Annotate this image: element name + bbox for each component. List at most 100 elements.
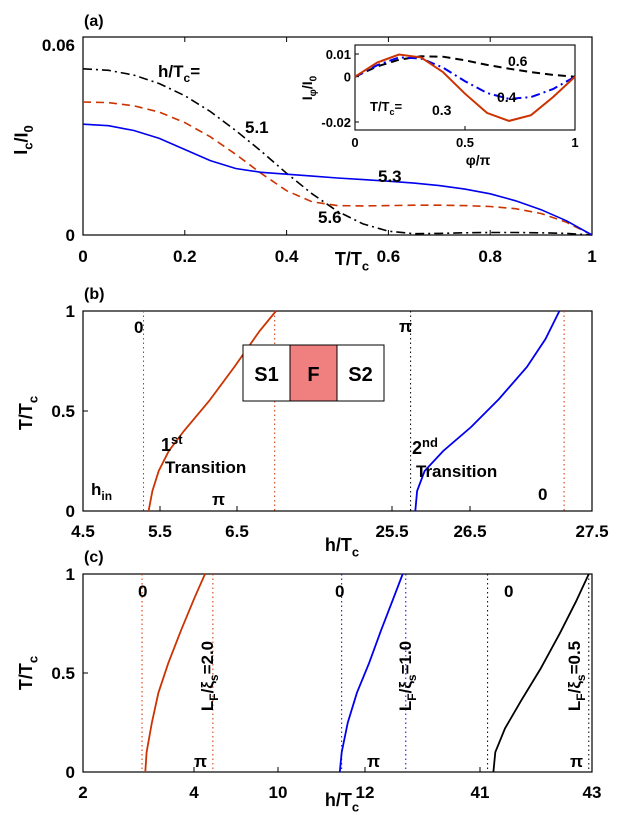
panel-b-label-part: (b) <box>84 286 104 303</box>
inset-ytick-label: 0.01 <box>326 47 351 62</box>
inset-xtick-label: 0.5 <box>456 135 474 150</box>
panel-c-ylabel: T/Tc <box>16 656 40 690</box>
panel-b-ylabel-part: T/T <box>16 403 36 430</box>
panel-c-xlabel: h/Tc <box>325 790 359 814</box>
panel-c-xtick-label-part: 4 <box>189 783 199 802</box>
panel-c-lf-label-part: s <box>405 674 419 681</box>
panel-a-series-label: 5.1 <box>245 118 269 137</box>
panel-a-series-label-part: 5.1 <box>245 118 269 137</box>
junction-box-label-part: F <box>307 364 319 386</box>
inset-ytick-label: -0.02 <box>321 115 351 130</box>
panel-b-ytick-label-part: 0.5 <box>51 402 75 421</box>
panel-c-series-0 <box>144 573 206 773</box>
panel-c-pi-label: π <box>570 752 583 771</box>
panel-a-xtick-label: 0.8 <box>478 247 502 266</box>
inset-xtick-label: 0 <box>351 135 358 150</box>
panel-c-lf-label-part: F <box>574 693 588 700</box>
panel-c-lf-label-part: /ξ <box>565 681 584 694</box>
panel-a-ytick-label-part: 0 <box>66 226 75 245</box>
panel-b-xtick-label-part: 26.5 <box>453 522 486 541</box>
panel-c-ytick-label-part: 0 <box>66 763 75 782</box>
panel-b-ylabel: T/Tc <box>16 396 40 430</box>
panel-c-zero-label-part: 0 <box>138 582 147 601</box>
inset-ytick-label-part: 0 <box>344 70 351 85</box>
panel-b-xlabel: h/Tc <box>325 535 359 559</box>
panel-a-ylabel-part: /I <box>11 132 31 142</box>
panel-b-xtick-label-part: 25.5 <box>375 522 408 541</box>
panel-c-lf-label-part: L <box>396 701 415 711</box>
panel-a-xtick-label: 0 <box>78 247 87 266</box>
panel-c-xtick-label-part: 2 <box>78 783 87 802</box>
panel-a-ylabel-part: c <box>20 143 35 150</box>
inset-xtick-label-part: 0 <box>351 135 358 150</box>
panel-a-series-label-part: 5.6 <box>318 208 342 227</box>
panel-a-xlabel-part: T/T <box>335 249 362 269</box>
inset-series-label-part: 0.3 <box>432 102 452 118</box>
panel-b-xtick-label: 25.5 <box>375 522 408 541</box>
panel-c-label-part: (c) <box>84 549 104 566</box>
panel-c-xtick-label: 2 <box>78 783 87 802</box>
panel-b-zero-label-part: 0 <box>134 318 143 337</box>
inset-series-label-part: 0.6 <box>508 53 528 69</box>
junction-box-s1 <box>242 344 291 402</box>
panel-a-ylabel-part: 0 <box>21 125 36 132</box>
panel-a-legend-title-part: = <box>190 62 200 81</box>
panel-c-ytick-label: 1 <box>66 565 75 584</box>
inset-xtick-label: 1 <box>571 135 578 150</box>
inset-series-label-part: 0.4 <box>497 89 517 105</box>
panel-c-zero-label: 0 <box>504 582 513 601</box>
panel-c-ytick-label-part: 0.5 <box>51 664 75 683</box>
junction-box-label-part: S2 <box>348 364 372 386</box>
panel-a-xtick-label: 0.6 <box>377 247 401 266</box>
panel-b-first-transition-part: Transition <box>165 458 246 477</box>
panel-c-xtick-label: 43 <box>583 783 602 802</box>
junction-box-label: S1 <box>254 364 278 386</box>
panel-c-lf-label-part: L <box>565 701 584 711</box>
inset-ylabel: Iφ/I0 <box>299 75 319 100</box>
panel-b-pi-label-part: π <box>212 490 225 509</box>
panel-c-ylabel-part: T/T <box>16 663 36 690</box>
inset-legend-title-part: T/T <box>370 99 390 114</box>
panel-c-pi-label: π <box>367 752 380 771</box>
panel-c-frame <box>82 573 593 773</box>
panel-a-xtick-label: 0.4 <box>275 247 299 266</box>
panel-c-ytick-label-part: 1 <box>66 565 75 584</box>
panel-a-xtick-label-part: 0 <box>78 247 87 266</box>
panel-b-ytick-label: 1 <box>66 302 75 321</box>
panel-c-zero-label-part: 0 <box>335 582 344 601</box>
inset-legend-title: T/Tc= <box>370 99 403 117</box>
panel-c-lf-label-part: F <box>207 693 221 700</box>
panel-a-series-1 <box>82 101 593 236</box>
panel-a-series-0 <box>82 68 593 236</box>
panel-b-pi-label-part: π <box>399 317 412 336</box>
inset-ylabel-part: /I <box>299 81 315 89</box>
panel-a-ytick-label-part: 0.06 <box>42 36 75 55</box>
panel-b-ytick-label-part: 0 <box>66 502 75 521</box>
panel-c-pi-label-part: π <box>570 752 583 771</box>
panel-b-xtick-label-part: 4.5 <box>71 522 95 541</box>
inset-legend-title-part: c <box>390 107 395 117</box>
panel-b-pi-label: π <box>212 490 225 509</box>
panel-a-xtick-label-part: 1 <box>587 247 596 266</box>
panel-c-pi-label: π <box>194 752 207 771</box>
panel-b-ytick-label: 0.5 <box>51 402 75 421</box>
panel-c-xtick-label-part: 43 <box>583 783 602 802</box>
panel-a-xlabel: T/Tc <box>335 249 369 273</box>
panel-b-second-transition-part: Transition <box>416 462 497 481</box>
panel-a-ylabel-part: I <box>11 150 31 155</box>
inset-xtick-label-part: 1 <box>571 135 578 150</box>
panel-b-ytick-label: 0 <box>66 502 75 521</box>
panel-b-frame <box>82 310 593 512</box>
panel-c-zero-label: 0 <box>138 582 147 601</box>
panel-c-lf-label-part: s <box>574 674 588 681</box>
inset-xtick-label-part: 0.5 <box>456 135 474 150</box>
panel-b-series-1 <box>414 310 561 512</box>
junction-box-label: F <box>307 364 319 386</box>
panel-c-series-1 <box>338 573 404 773</box>
panel-b-pi-label: π <box>399 317 412 336</box>
panel-a-xtick-label: 0.2 <box>173 247 197 266</box>
panel-b-xtick-label: 27.5 <box>575 522 608 541</box>
panel-a-legend-title-part: h/T <box>158 62 184 81</box>
panel-b-hin-label-part: in <box>101 489 112 503</box>
